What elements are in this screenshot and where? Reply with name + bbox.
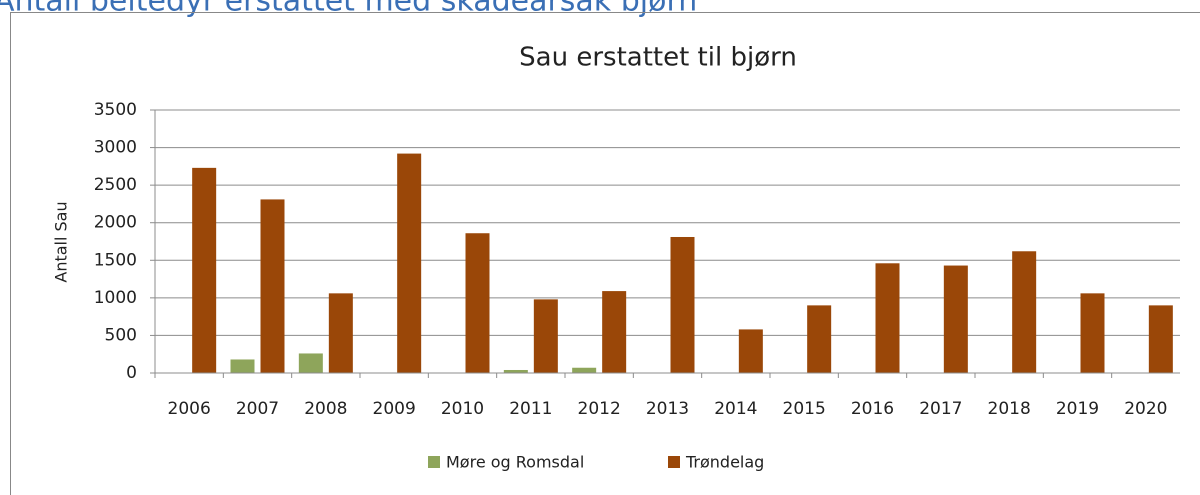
x-tick-label: 2016 xyxy=(851,399,894,419)
bar xyxy=(807,305,832,373)
bar xyxy=(572,367,597,373)
x-tick-label: 2010 xyxy=(441,399,484,419)
bar xyxy=(738,329,763,373)
bar xyxy=(465,233,490,373)
x-tick-label: 2013 xyxy=(646,399,689,419)
bar xyxy=(397,153,422,373)
page-title: Antall beitedyr erstattet med skadeårsak… xyxy=(0,0,697,19)
bar xyxy=(1080,293,1105,373)
bar xyxy=(602,291,627,373)
bar xyxy=(875,263,900,373)
x-tick-label: 2007 xyxy=(236,399,279,419)
legend-label: Trøndelag xyxy=(685,453,764,472)
bar xyxy=(943,265,968,373)
bar xyxy=(670,236,695,373)
legend-swatch xyxy=(428,456,440,468)
y-tick-label: 2500 xyxy=(94,175,137,195)
x-tick-label: 2020 xyxy=(1124,399,1167,419)
y-tick-label: 3500 xyxy=(94,100,137,120)
legend-swatch xyxy=(668,456,680,468)
x-tick-label: 2008 xyxy=(304,399,347,419)
x-tick-label: 2018 xyxy=(988,399,1031,419)
y-tick-label: 0 xyxy=(126,363,137,383)
y-tick-label: 500 xyxy=(105,325,137,345)
chart-frame xyxy=(10,12,1200,495)
x-tick-label: 2006 xyxy=(168,399,211,419)
x-tick-label: 2019 xyxy=(1056,399,1099,419)
bar xyxy=(298,353,323,373)
bar xyxy=(328,293,353,373)
x-tick-label: 2015 xyxy=(783,399,826,419)
x-tick-label: 2011 xyxy=(509,399,552,419)
y-tick-label: 2000 xyxy=(94,213,137,233)
bar xyxy=(533,299,558,373)
legend-label: Møre og Romsdal xyxy=(446,453,584,472)
bar xyxy=(1012,251,1037,373)
bar xyxy=(503,369,528,373)
x-tick-label: 2017 xyxy=(919,399,962,419)
chart-title: Sau erstattet til bjørn xyxy=(519,43,797,73)
x-tick-label: 2012 xyxy=(578,399,621,419)
bar xyxy=(1148,305,1173,373)
bar xyxy=(260,199,285,373)
y-axis-label: Antall Sau xyxy=(52,201,71,282)
bar xyxy=(192,167,217,373)
x-tick-label: 2014 xyxy=(714,399,757,419)
x-tick-label: 2009 xyxy=(373,399,416,419)
y-tick-label: 1000 xyxy=(94,288,137,308)
y-tick-label: 1500 xyxy=(94,250,137,270)
bar xyxy=(230,359,255,373)
y-tick-label: 3000 xyxy=(94,138,137,158)
